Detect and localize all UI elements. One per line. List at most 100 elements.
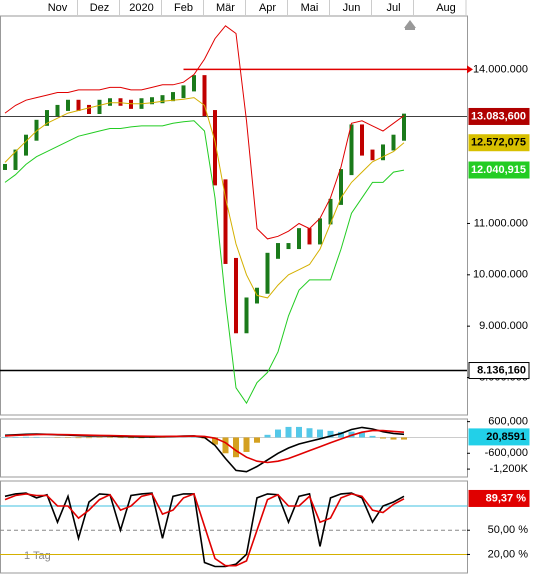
y-tick-label: 11.000.000 [474, 217, 528, 229]
candle [66, 99, 70, 111]
candle [87, 104, 91, 114]
histogram-bar [138, 437, 145, 439]
main-panel [0, 15, 468, 416]
x-tick-label: Nov [48, 2, 68, 14]
histogram-bar [107, 437, 113, 438]
value-box-label: 13.083,600 [471, 110, 526, 122]
candle [276, 243, 280, 259]
x-tick-label: Aug [436, 2, 456, 14]
candle [108, 98, 112, 106]
macd-panel [0, 418, 468, 478]
candle [76, 99, 81, 111]
y-tick-label: -1,200K [489, 463, 528, 475]
histogram-bar [12, 436, 19, 438]
histogram-bar [369, 435, 376, 438]
y-tick-label: -600,000 [485, 447, 528, 459]
candle [213, 110, 217, 186]
candle [286, 243, 291, 250]
candle [244, 297, 249, 334]
candle [223, 179, 228, 264]
candle [45, 110, 49, 126]
x-tick-label: Jul [386, 2, 400, 14]
histogram-bar [222, 437, 229, 454]
histogram-bar [212, 437, 218, 445]
value-box-label: 8.136,160 [477, 364, 526, 376]
y-tick-label: 9.000.000 [479, 320, 528, 332]
histogram-bar [23, 436, 29, 438]
candle [118, 98, 123, 106]
histogram-bar [264, 434, 271, 438]
value-box-label: 89,37 % [486, 492, 527, 504]
candle [318, 218, 322, 245]
histogram-bar [149, 437, 155, 439]
histogram-bar [317, 429, 323, 438]
candle [381, 144, 385, 161]
candle [234, 257, 238, 334]
histogram-bar [75, 437, 82, 439]
y-tick-label: 600,000 [488, 416, 528, 428]
histogram-bar [233, 437, 239, 458]
histogram-bar [380, 437, 386, 439]
value-box-label: 12.040,915 [471, 164, 526, 176]
value-box-label: 20,8591 [486, 431, 526, 443]
value-box [468, 107, 530, 125]
value-box [468, 489, 530, 507]
series-line [4, 97, 405, 299]
candle [265, 252, 270, 294]
histogram-bar [296, 426, 302, 438]
series-line [4, 25, 405, 240]
histogram-bar [117, 437, 124, 439]
x-tick-label: Mai [301, 2, 319, 14]
value-box [468, 134, 530, 152]
x-tick-label: Jun [343, 2, 361, 14]
y-tick-label: 14.000.000 [473, 63, 528, 75]
interval-label: 1 Tag [24, 550, 51, 562]
series-line [4, 429, 405, 464]
candle [171, 92, 175, 102]
candle [370, 149, 375, 161]
histogram-bar [128, 437, 134, 439]
x-tick-label: 2020 [129, 2, 153, 14]
candle [402, 113, 406, 141]
candle [202, 75, 207, 117]
candle [34, 119, 39, 141]
candle [160, 95, 165, 104]
histogram-bar [401, 437, 407, 440]
histogram-bar [390, 437, 397, 440]
candle [307, 228, 312, 245]
histogram-bar [359, 432, 365, 438]
histogram-bar [86, 437, 92, 439]
candle [349, 124, 354, 176]
histogram-bar [327, 430, 334, 438]
histogram-bar [2, 436, 8, 438]
value-box [468, 161, 530, 179]
x-tick-label: Apr [259, 2, 276, 14]
histogram-bar [285, 426, 292, 438]
candle [129, 99, 133, 109]
candle [97, 99, 102, 114]
y-tick-label: 20,00 % [488, 548, 529, 560]
candle [13, 149, 18, 170]
candle [328, 198, 333, 225]
home-icon[interactable] [404, 20, 416, 30]
candle [391, 134, 396, 151]
series-line [4, 120, 405, 405]
value-box [468, 428, 530, 446]
candle [192, 75, 196, 92]
candle [297, 228, 301, 250]
candle [339, 169, 343, 205]
histogram-bar [254, 437, 260, 443]
candle [150, 97, 154, 105]
histogram-bar [338, 431, 344, 438]
x-tick-label: Dez [90, 2, 110, 14]
histogram-bar [33, 436, 40, 438]
stoch-panel [0, 480, 468, 574]
arrow-head [467, 65, 473, 74]
candle [360, 124, 364, 156]
candle [24, 134, 28, 156]
y-tick-label: 50,00 % [488, 524, 529, 536]
histogram-bar [306, 428, 313, 438]
histogram-bar [275, 429, 281, 438]
series-line [4, 492, 405, 567]
